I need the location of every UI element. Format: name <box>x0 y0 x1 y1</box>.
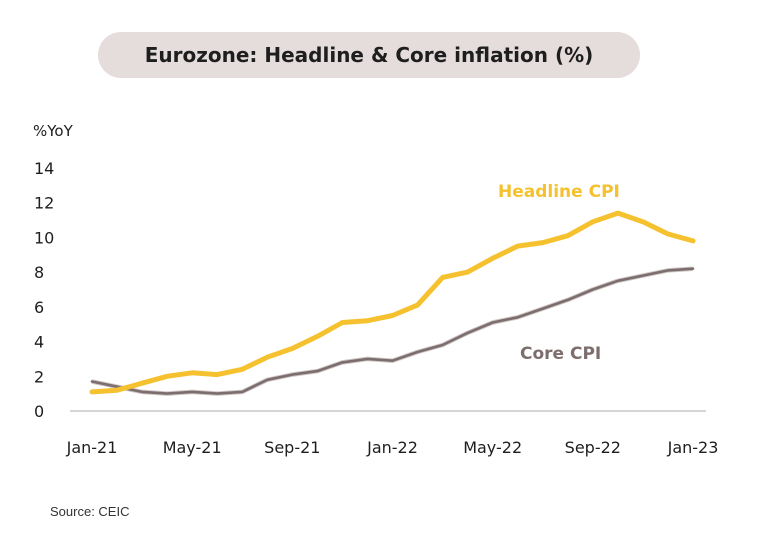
y-tick-label: 14 <box>34 159 54 178</box>
series-lines <box>89 210 696 396</box>
x-tick-label: Sep-21 <box>264 438 320 457</box>
x-tick-label: Jan-22 <box>366 438 418 457</box>
y-tick-label: 8 <box>34 263 44 282</box>
x-tick-label: Jan-21 <box>66 438 118 457</box>
y-tick-label: 6 <box>34 298 44 317</box>
core-cpi-annotation: Core CPI <box>520 344 601 364</box>
x-axis-ticks: Jan-21 May-21 Sep-21 Jan-22 May-22 Sep-22 Jan-… <box>66 438 719 457</box>
headline-cpi-annotation: Headline CPI <box>498 182 620 202</box>
y-tick-label: 12 <box>34 194 54 213</box>
x-tick-label: Sep-22 <box>565 438 621 457</box>
core-cpi-line <box>90 267 695 395</box>
y-axis-label: %YoY <box>33 122 74 140</box>
y-tick-label: 2 <box>34 367 44 386</box>
x-tick-label: Jan-23 <box>667 438 719 457</box>
y-tick-label: 0 <box>34 402 44 421</box>
y-axis-ticks: 0 2 4 6 8 10 12 14 <box>34 159 54 421</box>
x-tick-label: May-21 <box>163 438 222 457</box>
y-tick-label: 10 <box>34 228 54 247</box>
y-tick-label: 4 <box>34 333 44 352</box>
source-note: Source: CEIC <box>50 504 130 519</box>
x-tick-label: May-22 <box>463 438 522 457</box>
headline-cpi-line <box>89 210 696 395</box>
chart-title: Eurozone: Headline & Core inflation (%) <box>98 32 640 78</box>
